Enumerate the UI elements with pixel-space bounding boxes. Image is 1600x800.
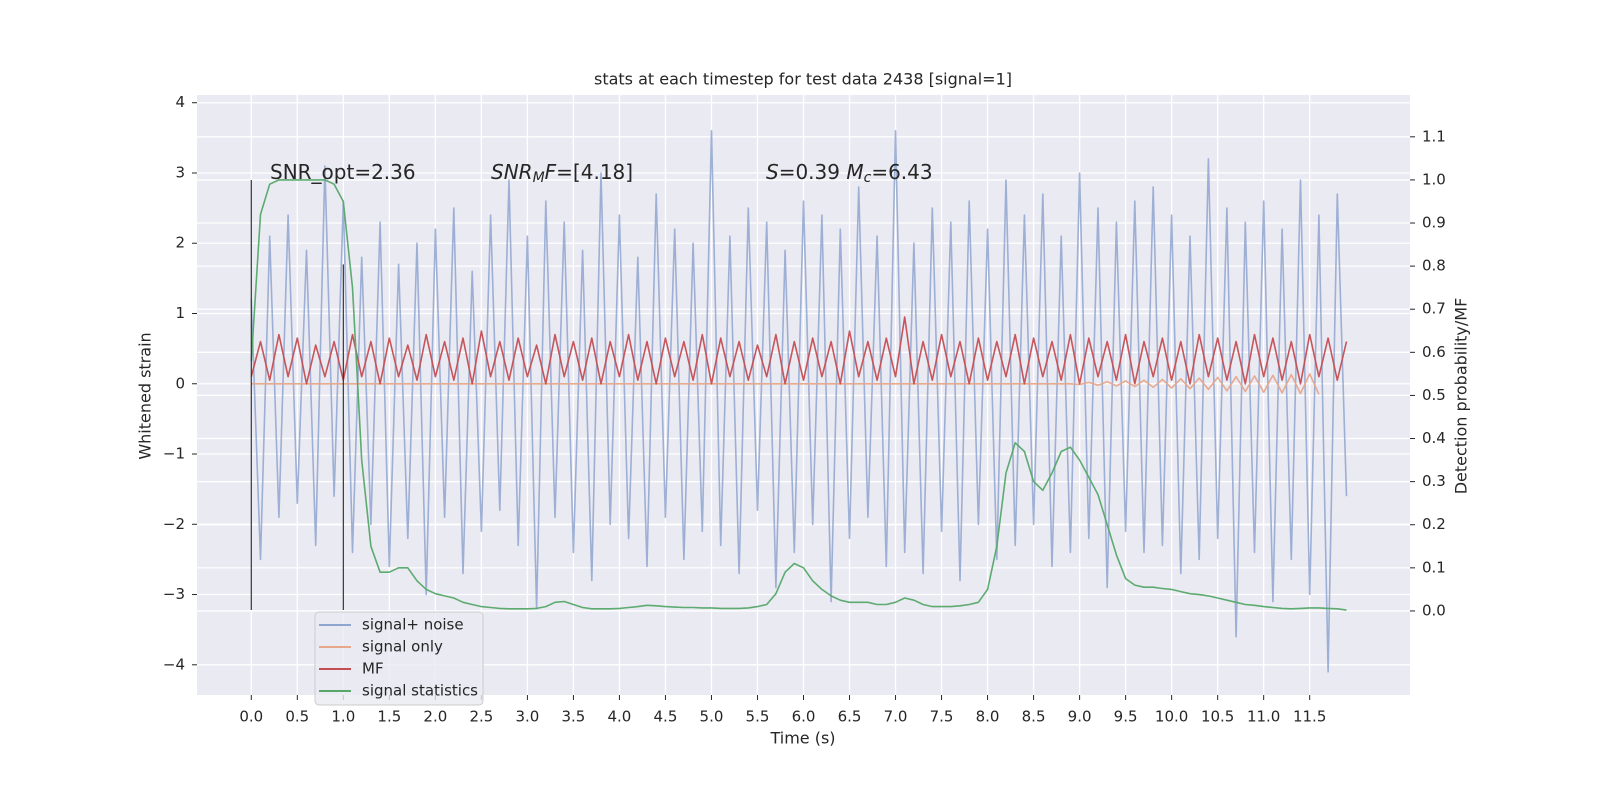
x-tick-label: 7.5 xyxy=(930,708,954,726)
x-tick-label: 9.5 xyxy=(1114,708,1138,726)
annotations: SNR_opt=2.36 SNRMF=[4.18] S=0.39 Mc=6.43 xyxy=(270,160,933,187)
x-tick-label: 2.0 xyxy=(423,708,447,726)
x-tick-label: 4.0 xyxy=(608,708,632,726)
y-tick-label: 4 xyxy=(175,93,185,111)
annotation-part: =0.39 xyxy=(779,160,847,184)
y2-tick-label: 0.0 xyxy=(1422,601,1446,619)
x-tick-label: 7.0 xyxy=(884,708,908,726)
x-axis-label: Time (s) xyxy=(769,729,835,748)
y2-tick-label: 0.5 xyxy=(1422,386,1446,404)
x-tick-label: 8.5 xyxy=(1022,708,1046,726)
annotation-part: F xyxy=(545,160,557,184)
y-tick-label: 0 xyxy=(175,374,185,392)
x-tick-label: 6.0 xyxy=(792,708,816,726)
y2-tick-label: 0.2 xyxy=(1422,515,1446,533)
y-axis-label: Whitened strain xyxy=(136,332,155,459)
x-tick-label: 1.5 xyxy=(377,708,401,726)
x-tick-label: 9.0 xyxy=(1068,708,1092,726)
legend: signal+ noise signal only MF signal statist… xyxy=(314,611,484,706)
x-tick-label: 6.5 xyxy=(838,708,862,726)
y2-tick-label: 0.6 xyxy=(1422,343,1446,361)
annotation-part: M xyxy=(533,170,545,186)
x-tick-label: 11.5 xyxy=(1293,708,1326,726)
y2-tick-label: 0.9 xyxy=(1422,214,1446,232)
annotation-part: =6.43 xyxy=(871,160,932,184)
line-series xyxy=(250,179,1347,611)
legend-label: signal statistics xyxy=(362,682,478,700)
annotation: SNR_opt=2.36 xyxy=(270,160,416,184)
x-tick-label: 3.0 xyxy=(515,708,539,726)
x-tick-label: 10.0 xyxy=(1155,708,1188,726)
marks xyxy=(250,130,1348,673)
y2-tick-label: 0.4 xyxy=(1422,429,1446,447)
x-tick-label: 3.5 xyxy=(561,708,585,726)
line-series xyxy=(250,316,1348,385)
annotation-part: c xyxy=(864,170,872,186)
y-tick-label: −1 xyxy=(163,445,185,463)
x-tick-label: 11.0 xyxy=(1247,708,1280,726)
legend-label: signal only xyxy=(362,638,443,656)
y-tick-label: −3 xyxy=(163,585,185,603)
line-series xyxy=(250,130,1348,673)
x-tick-label: 4.5 xyxy=(654,708,678,726)
x-tick-label: 5.5 xyxy=(746,708,770,726)
y2-axis-label: Detection probability/MF xyxy=(1452,298,1471,495)
annotation-part: M xyxy=(846,160,863,184)
legend-label: MF xyxy=(362,660,384,678)
x-tick-label: 1.0 xyxy=(331,708,355,726)
y-tick-label: −2 xyxy=(163,515,185,533)
y-tick-label: 1 xyxy=(175,304,185,322)
x-tick-label: 0.5 xyxy=(285,708,309,726)
x-tick-label: 0.0 xyxy=(239,708,263,726)
y-tick-label: 3 xyxy=(175,163,185,181)
ticks: 0.0 0.5 1.0 1.5 2.0 2.5 3.0 3.5 4.0 4.5 5.0 5.5 6.0 6… xyxy=(163,93,1446,725)
y2-tick-label: 0.8 xyxy=(1422,257,1446,275)
chart-title: stats at each timestep for test data 243… xyxy=(594,70,1012,89)
annotation: SNRMF=[4.18] xyxy=(491,160,633,187)
legend-box xyxy=(314,611,484,706)
y2-tick-label: 1.1 xyxy=(1422,127,1446,145)
y-tick-label: −4 xyxy=(163,655,185,673)
x-tick-label: 5.0 xyxy=(700,708,724,726)
y-tick-label: 2 xyxy=(175,234,185,252)
y2-tick-label: 0.7 xyxy=(1422,300,1446,318)
y2-tick-label: 1.0 xyxy=(1422,170,1446,188)
x-tick-label: 10.5 xyxy=(1201,708,1234,726)
y2-tick-label: 0.1 xyxy=(1422,558,1446,576)
annotation-part: S xyxy=(766,160,779,184)
legend-label: signal+ noise xyxy=(362,616,464,634)
x-tick-label: 8.0 xyxy=(976,708,1000,726)
y2-tick-label: 0.3 xyxy=(1422,472,1446,490)
annotation-part: SNR_opt=2.36 xyxy=(270,160,416,184)
annotation-part: SNR xyxy=(491,160,533,184)
annotation-part: =[4.18] xyxy=(556,160,633,184)
x-tick-label: 2.5 xyxy=(469,708,493,726)
annotation: S=0.39 Mc=6.43 xyxy=(766,160,933,187)
